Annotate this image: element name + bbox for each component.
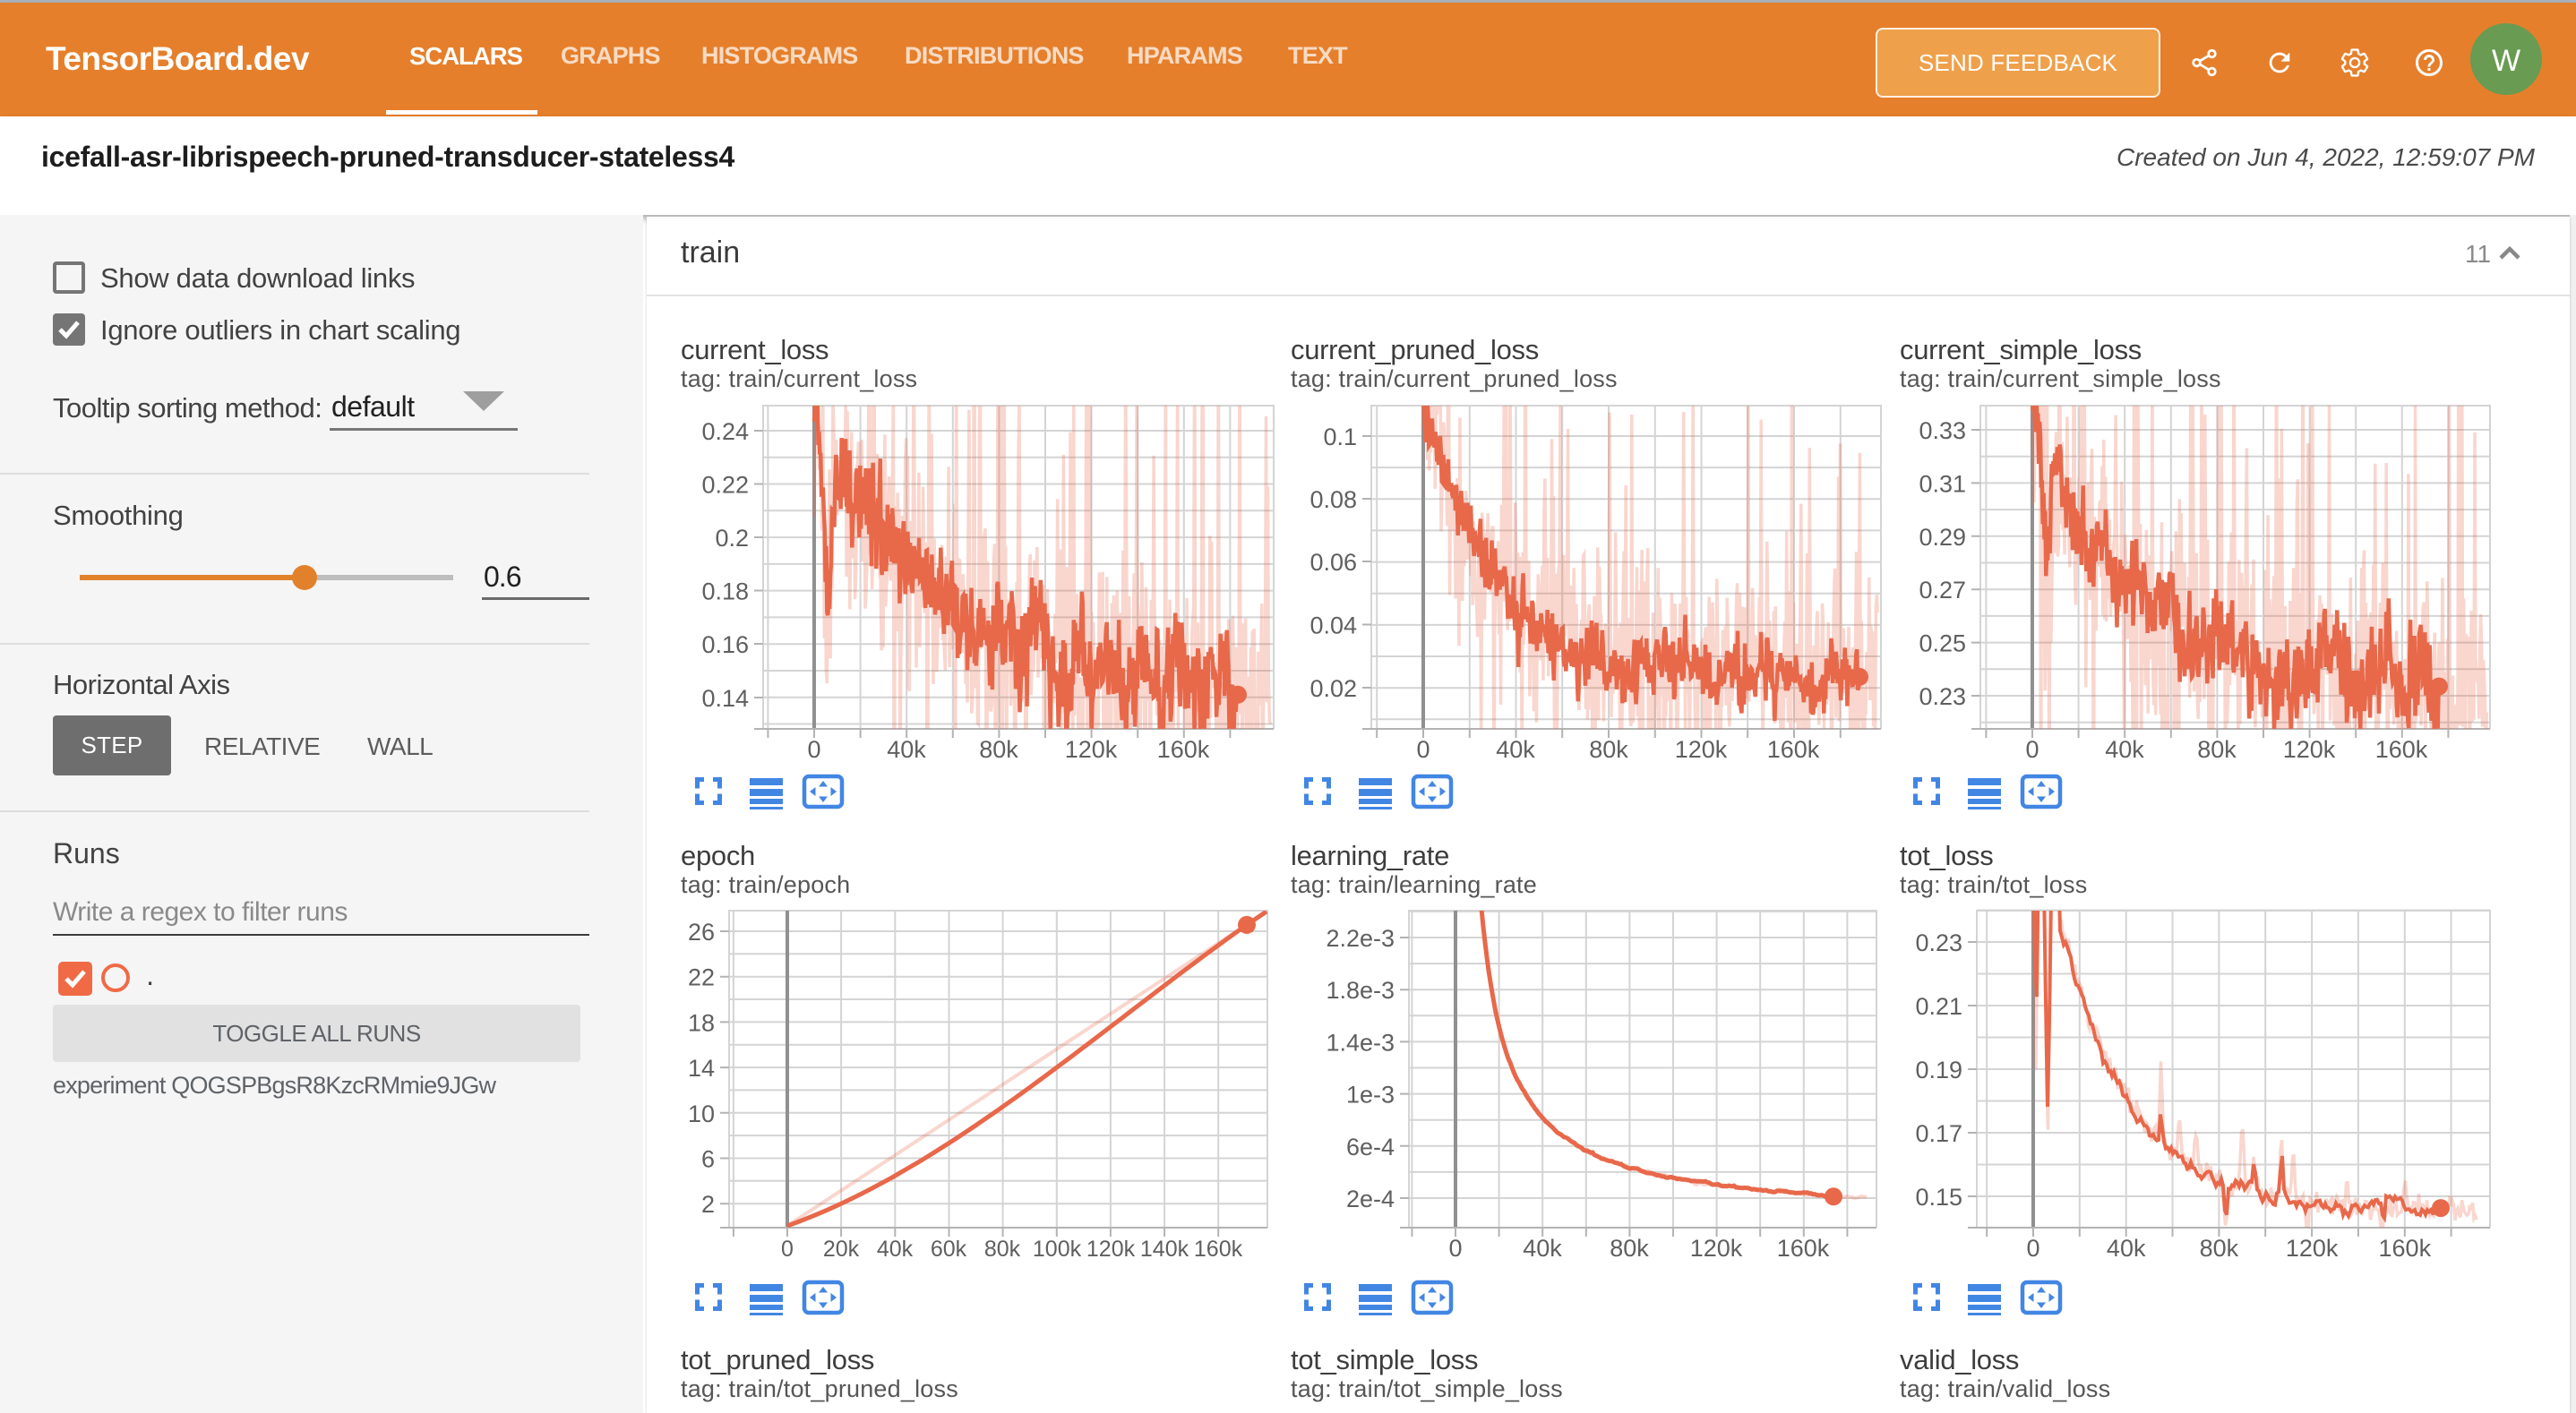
svg-text:0: 0: [807, 736, 820, 763]
svg-text:0.08: 0.08: [1309, 486, 1357, 513]
svg-text:tot_loss: tot_loss: [1900, 840, 1993, 871]
svg-text:1.4e-3: 1.4e-3: [1326, 1029, 1395, 1056]
svg-text:0: 0: [1448, 1235, 1462, 1262]
svg-text:60k: 60k: [931, 1237, 967, 1262]
svg-text:0.2: 0.2: [715, 525, 749, 552]
svg-text:current_simple_loss: current_simple_loss: [1900, 334, 2142, 365]
svg-text:120k: 120k: [2283, 736, 2336, 763]
svg-text:0.33: 0.33: [1919, 417, 1966, 444]
svg-text:40k: 40k: [1496, 736, 1535, 763]
svg-text:80k: 80k: [979, 736, 1018, 763]
svg-text:0.15: 0.15: [1915, 1184, 1962, 1211]
svg-text:80k: 80k: [1589, 736, 1628, 763]
svg-text:0.16: 0.16: [701, 631, 749, 658]
svg-text:80k: 80k: [1610, 1235, 1649, 1262]
svg-text:tag: train/valid_loss: tag: train/valid_loss: [1900, 1375, 2110, 1402]
svg-text:14: 14: [688, 1055, 715, 1082]
svg-text:26: 26: [688, 919, 715, 946]
svg-text:160k: 160k: [1777, 1235, 1830, 1262]
svg-text:tag: train/epoch: tag: train/epoch: [681, 871, 850, 898]
svg-text:0.1: 0.1: [1323, 424, 1357, 450]
svg-text:1e-3: 1e-3: [1346, 1082, 1395, 1109]
svg-text:0.31: 0.31: [1919, 470, 1966, 497]
svg-text:120k: 120k: [1065, 736, 1118, 763]
svg-text:18: 18: [688, 1009, 715, 1036]
svg-text:120k: 120k: [1675, 736, 1728, 763]
svg-text:0.21: 0.21: [1915, 993, 1962, 1020]
svg-text:0.18: 0.18: [701, 578, 749, 605]
svg-text:tag: train/tot_pruned_loss: tag: train/tot_pruned_loss: [681, 1375, 958, 1402]
svg-text:0.14: 0.14: [701, 685, 749, 712]
svg-text:40k: 40k: [2105, 736, 2144, 763]
svg-text:160k: 160k: [2375, 736, 2428, 763]
svg-text:0.17: 0.17: [1915, 1120, 1962, 1147]
svg-text:0: 0: [1416, 736, 1430, 763]
svg-text:0.23: 0.23: [1915, 929, 1962, 956]
svg-text:0: 0: [781, 1237, 794, 1262]
svg-text:6e-4: 6e-4: [1346, 1134, 1395, 1160]
svg-text:0.02: 0.02: [1309, 675, 1357, 702]
svg-text:tag: train/current_simple_loss: tag: train/current_simple_loss: [1900, 365, 2221, 392]
svg-text:40k: 40k: [887, 736, 926, 763]
svg-text:0.25: 0.25: [1919, 630, 1966, 657]
svg-text:40k: 40k: [1523, 1235, 1562, 1262]
svg-text:120k: 120k: [2286, 1235, 2339, 1262]
svg-text:20k: 20k: [823, 1237, 860, 1262]
svg-text:10: 10: [688, 1100, 715, 1127]
svg-text:22: 22: [688, 964, 715, 991]
svg-text:160k: 160k: [1194, 1237, 1243, 1262]
svg-text:tag: train/tot_loss: tag: train/tot_loss: [1900, 871, 2087, 898]
svg-text:120k: 120k: [1690, 1235, 1743, 1262]
svg-text:tot_simple_loss: tot_simple_loss: [1291, 1344, 1478, 1375]
svg-text:0.27: 0.27: [1919, 577, 1966, 604]
svg-text:0.22: 0.22: [701, 472, 749, 499]
svg-text:6: 6: [701, 1146, 715, 1173]
svg-text:tag: train/current_loss: tag: train/current_loss: [681, 365, 917, 392]
svg-text:140k: 140k: [1140, 1237, 1189, 1262]
svg-text:0.06: 0.06: [1309, 549, 1357, 576]
svg-text:0.24: 0.24: [701, 418, 749, 445]
svg-text:40k: 40k: [877, 1237, 914, 1262]
svg-text:80k: 80k: [984, 1237, 1021, 1262]
svg-text:0: 0: [2026, 1235, 2039, 1262]
svg-text:current_loss: current_loss: [681, 334, 829, 365]
svg-text:tot_pruned_loss: tot_pruned_loss: [681, 1344, 874, 1375]
svg-text:2.2e-3: 2.2e-3: [1326, 925, 1395, 952]
svg-text:0.29: 0.29: [1919, 524, 1966, 551]
svg-text:160k: 160k: [1157, 736, 1210, 763]
svg-text:epoch: epoch: [681, 840, 755, 871]
svg-text:40k: 40k: [2107, 1235, 2146, 1262]
svg-text:0: 0: [2025, 736, 2039, 763]
svg-text:1.8e-3: 1.8e-3: [1326, 977, 1395, 1004]
svg-text:80k: 80k: [2197, 736, 2237, 763]
svg-text:tag: train/current_pruned_loss: tag: train/current_pruned_loss: [1291, 365, 1618, 392]
svg-text:2: 2: [701, 1191, 715, 1218]
svg-text:0.19: 0.19: [1915, 1057, 1962, 1083]
svg-text:0.23: 0.23: [1919, 683, 1966, 710]
svg-text:learning_rate: learning_rate: [1291, 840, 1449, 871]
svg-text:160k: 160k: [2379, 1235, 2432, 1262]
svg-text:valid_loss: valid_loss: [1900, 1344, 2019, 1375]
svg-text:0.04: 0.04: [1309, 612, 1357, 639]
svg-text:120k: 120k: [1086, 1237, 1136, 1262]
svg-text:tag: train/learning_rate: tag: train/learning_rate: [1291, 871, 1537, 898]
svg-text:current_pruned_loss: current_pruned_loss: [1291, 334, 1539, 365]
svg-text:2e-4: 2e-4: [1346, 1186, 1395, 1212]
svg-text:160k: 160k: [1767, 736, 1820, 763]
svg-text:tag: train/tot_simple_loss: tag: train/tot_simple_loss: [1291, 1375, 1563, 1402]
svg-text:80k: 80k: [2200, 1235, 2239, 1262]
svg-text:100k: 100k: [1033, 1237, 1082, 1262]
